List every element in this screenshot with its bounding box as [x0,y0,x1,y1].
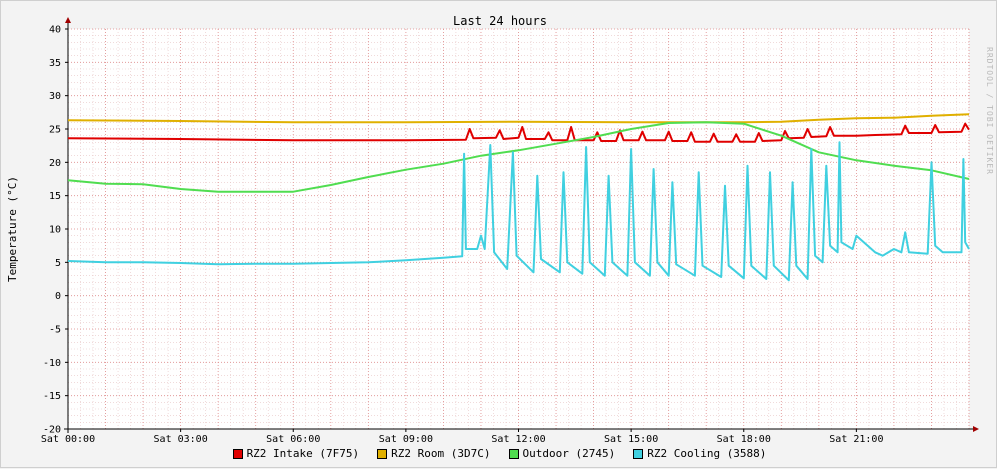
legend-item: RZ2 Room (3D7C) [377,447,491,460]
legend-label: RZ2 Cooling (3588) [647,447,767,460]
legend-label: Outdoor (2745) [522,447,616,460]
legend-label: RZ2 Room (3D7C) [391,447,491,460]
x-tick-label: Sat 21:00 [829,434,883,445]
legend-swatch [633,448,644,459]
legend-swatch [232,448,243,459]
major-grid [67,28,970,430]
x-tick-label: Sat 00:00 [41,434,95,445]
series-line-rz2-cooling-3588 [67,141,970,282]
y-tick-label: 30 [49,91,61,102]
y-tick-label: -10 [43,358,61,369]
series-line-rz2-room-3d7c [67,113,970,124]
legend-item: RZ2 Cooling (3588) [633,447,766,460]
legend-item: RZ2 Intake (7F75) [232,447,360,460]
legend-item: Outdoor (2745) [508,447,616,460]
y-tick-label: 25 [49,125,61,136]
y-tick-label: 40 [49,25,61,36]
x-tick-label: Sat 06:00 [266,434,320,445]
y-tick-label: 20 [49,158,61,169]
rrdtool-watermark: RRDTOOL / TOBI OETIKER [985,47,994,175]
y-tick-label: -20 [43,425,61,436]
y-tick-label: -15 [43,391,61,402]
legend-swatch [377,448,388,459]
x-tick-label: Sat 15:00 [604,434,658,445]
chart-legend: RZ2 Intake (7F75) RZ2 Room (3D7C) Outdoor … [1,447,997,460]
series-lines [67,113,970,282]
y-tick-label: 5 [55,258,61,269]
x-tick-label: Sat 03:00 [154,434,208,445]
legend-label: RZ2 Intake (7F75) [246,447,360,460]
series-line-outdoor-2745 [67,121,970,193]
y-tick-label: 35 [49,58,61,69]
x-tick-label: Sat 12:00 [491,434,545,445]
y-tick-label: -5 [49,325,61,336]
chart-title: Last 24 hours [453,14,547,28]
series-line-rz2-intake-7f75 [67,122,970,143]
legend-swatch [508,448,519,459]
y-axis-label: Temperature (°C) [6,176,19,282]
axes [64,17,979,433]
x-tick-label: Sat 18:00 [717,434,771,445]
y-axis-arrow [65,17,71,23]
y-tick-label: 15 [49,191,61,202]
y-tick-label: 0 [55,291,61,302]
x-tick-label: Sat 09:00 [379,434,433,445]
x-axis-arrow [973,426,979,432]
y-tick-label: 10 [49,225,61,236]
